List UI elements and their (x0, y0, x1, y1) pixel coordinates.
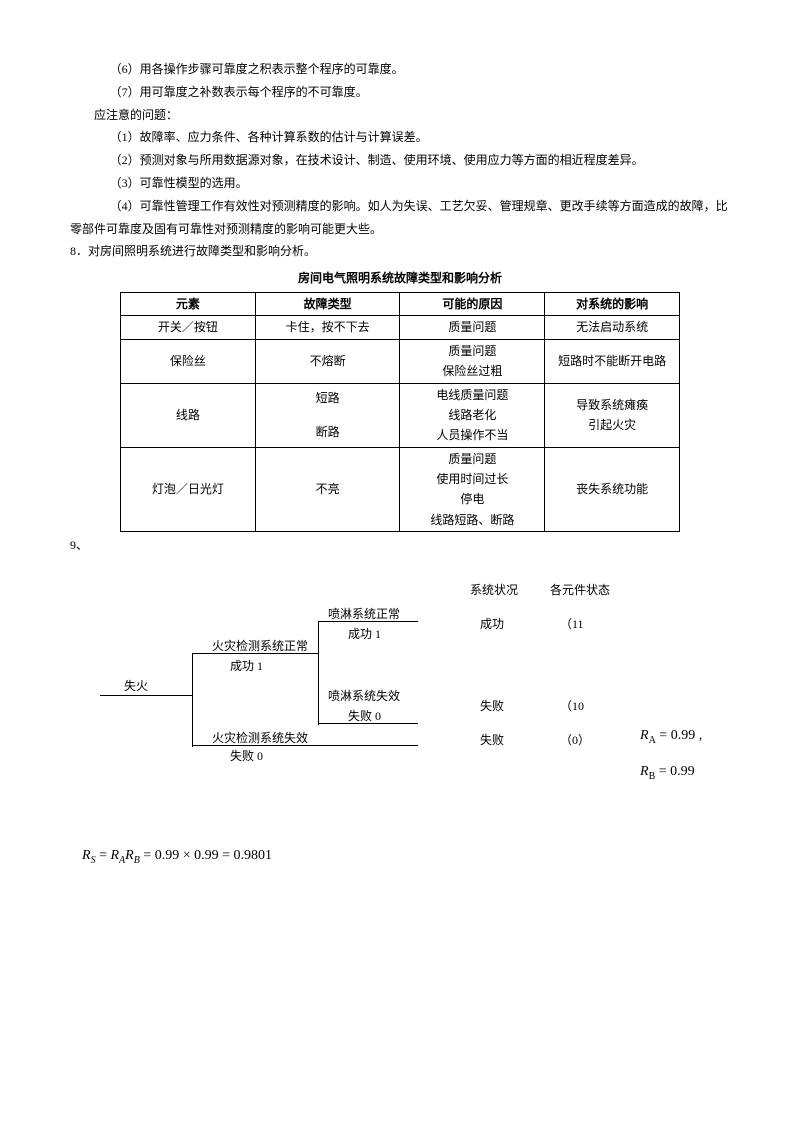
eq-rs: R (82, 848, 91, 863)
node-fire: 失火 (124, 675, 148, 698)
event-tree: 系统状况 各元件状态 失火 火灾检测系统正常 成功 1 火灾检测系统失效 失败 … (70, 579, 730, 799)
node-spray-fail-sub: 失败 0 (348, 705, 381, 728)
eq-val: = 0.99 × 0.99 = 0.9801 (140, 848, 272, 863)
outcome-3-state: （0） (560, 729, 590, 752)
outcome-2-state: （10 (560, 695, 584, 718)
cell-line: 保险丝过粗 (404, 361, 540, 381)
note-1: （1）故障率、应力条件、各种计算系数的估计与计算误差。 (70, 126, 730, 149)
cell: 质量问题 (400, 316, 545, 339)
table-title: 房间电气照明系统故障类型和影响分析 (70, 267, 730, 290)
note-2: （2）预测对象与所用数据源对象，在技术设计、制造、使用环境、使用应力等方面的相近… (70, 149, 730, 172)
cell: 短路时不能断开电路 (545, 339, 680, 383)
question-9: 9、 (70, 534, 730, 557)
para-8: 8．对房间照明系统进行故障类型和影响分析。 (70, 240, 730, 263)
cell-line: 电线质量问题 (404, 385, 540, 405)
cell: 导致系统瘫痪 引起火灾 (545, 383, 680, 447)
cell-line: 线路短路、断路 (404, 510, 540, 530)
tree-header-system: 系统状况 (470, 579, 518, 602)
cell: 灯泡／日光灯 (121, 447, 256, 532)
para-7: （7）用可靠度之补数表示每个程序的不可靠度。 (70, 81, 730, 104)
node-detect-ok-sub: 成功 1 (230, 655, 263, 678)
tree-line (318, 621, 319, 725)
table-row: 开关／按钮 卡住，按不下去 质量问题 无法启动系统 (121, 316, 680, 339)
cell: 质量问题 使用时间过长 停电 线路短路、断路 (400, 447, 545, 532)
cell: 丧失系统功能 (545, 447, 680, 532)
cell: 短路 断路 (255, 383, 400, 447)
cell-line: 使用时间过长 (404, 469, 540, 489)
node-spray-ok-sub: 成功 1 (348, 623, 381, 646)
table-row: 保险丝 不熔断 质量问题 保险丝过粗 短路时不能断开电路 (121, 339, 680, 383)
table-row: 灯泡／日光灯 不亮 质量问题 使用时间过长 停电 线路短路、断路 丧失系统功能 (121, 447, 680, 532)
r-b: RB = 0.99 (640, 759, 695, 786)
outcome-1-sys: 成功 (480, 613, 504, 636)
cell: 质量问题 保险丝过粗 (400, 339, 545, 383)
r-a-sub: A (649, 735, 656, 746)
cell-line: 断路 (260, 422, 396, 442)
outcome-2-sys: 失败 (480, 695, 504, 718)
note-4b: 零部件可靠度及固有可靠性对预测精度的影响可能更大些。 (70, 218, 730, 241)
cell: 线路 (121, 383, 256, 447)
r-a-sym: R (640, 728, 649, 743)
eq-eq1: = (96, 848, 111, 863)
outcome-1-state: （11 (560, 613, 584, 636)
cell: 开关／按钮 (121, 316, 256, 339)
th-effect: 对系统的影响 (545, 292, 680, 315)
cell-line: 引起火灾 (549, 415, 675, 435)
cell-gap (260, 408, 396, 422)
cell-line: 短路 (260, 388, 396, 408)
eq-ra: R (110, 848, 119, 863)
cell: 卡住，按不下去 (255, 316, 400, 339)
r-a: RA = 0.99 , (640, 723, 702, 750)
r-b-sym: R (640, 764, 649, 779)
cell: 不熔断 (255, 339, 400, 383)
th-cause: 可能的原因 (400, 292, 545, 315)
th-element: 元素 (121, 292, 256, 315)
cell-line: 质量问题 (404, 341, 540, 361)
tree-line (192, 653, 193, 747)
eq-rb: R (125, 848, 134, 863)
tree-header-state: 各元件状态 (550, 579, 610, 602)
note-heading: 应注意的问题： (70, 104, 730, 127)
cell-line: 质量问题 (404, 449, 540, 469)
cell-line: 人员操作不当 (404, 425, 540, 445)
cell: 保险丝 (121, 339, 256, 383)
r-a-val: = 0.99 , (656, 728, 702, 743)
cell-line: 停电 (404, 489, 540, 509)
para-6: （6）用各操作步骤可靠度之积表示整个程序的可靠度。 (70, 58, 730, 81)
cell-line: 导致系统瘫痪 (549, 395, 675, 415)
fmea-table: 元素 故障类型 可能的原因 对系统的影响 开关／按钮 卡住，按不下去 质量问题 … (120, 292, 680, 532)
table-header-row: 元素 故障类型 可能的原因 对系统的影响 (121, 292, 680, 315)
table-row: 线路 短路 断路 电线质量问题 线路老化 人员操作不当 导致系统瘫痪 引起火灾 (121, 383, 680, 447)
equation-rs: RS = RARB = 0.99 × 0.99 = 0.9801 (70, 843, 730, 870)
cell: 无法启动系统 (545, 316, 680, 339)
node-detect-fail-sub: 失败 0 (230, 745, 263, 768)
cell-line: 线路老化 (404, 405, 540, 425)
cell: 电线质量问题 线路老化 人员操作不当 (400, 383, 545, 447)
cell: 不亮 (255, 447, 400, 532)
note-4a: （4）可靠性管理工作有效性对预测精度的影响。如人为失误、工艺欠妥、管理规章、更改… (70, 195, 730, 218)
outcome-3-sys: 失败 (480, 729, 504, 752)
note-3: （3）可靠性模型的选用。 (70, 172, 730, 195)
r-b-val: = 0.99 (655, 764, 694, 779)
th-fault: 故障类型 (255, 292, 400, 315)
